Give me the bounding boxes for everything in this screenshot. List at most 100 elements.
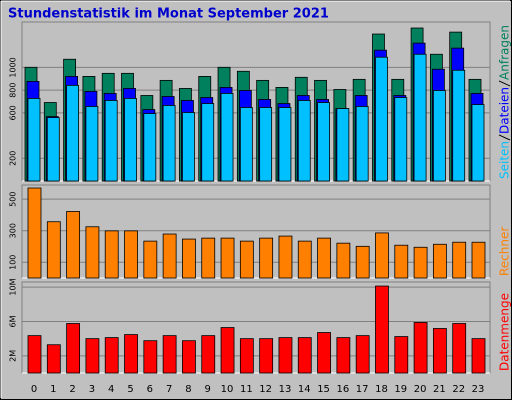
bar [46, 344, 61, 374]
bar [143, 340, 158, 374]
x-tick-label: 11 [240, 384, 253, 395]
legend-label: Rechner [498, 227, 512, 276]
y-tick-label: 500 [9, 192, 18, 207]
x-tick-label: 6 [147, 384, 153, 395]
chart-title: Stundenstatistik im Monat September 2021 [8, 7, 329, 22]
legend-label: Seiten [498, 141, 512, 179]
x-tick-label: 13 [279, 384, 292, 395]
bar [66, 84, 80, 182]
bar [46, 221, 61, 279]
legend: Rechner [498, 227, 512, 276]
legend: Datenmenge [498, 293, 512, 371]
bar [394, 97, 408, 182]
bar [355, 335, 370, 374]
legend-label: Anfragen [498, 25, 512, 80]
x-tick-label: 19 [394, 384, 407, 395]
bar [162, 335, 177, 374]
bar [471, 338, 486, 374]
x-tick-label: 22 [452, 384, 465, 395]
bar [336, 242, 351, 279]
bar [452, 323, 467, 374]
bar [278, 337, 293, 374]
bar [297, 337, 312, 374]
bar [375, 232, 389, 279]
bar [432, 90, 446, 182]
y-tick-label: 1000 [9, 57, 18, 77]
bar [27, 335, 42, 374]
y-tick-label: 2M [9, 350, 18, 362]
x-tick-label: 0 [31, 384, 37, 395]
bar [27, 98, 41, 182]
bar [317, 102, 330, 182]
y-tick-label: 100 [9, 255, 18, 270]
x-tick-label: 16 [337, 384, 350, 395]
x-tick-label: 15 [317, 384, 330, 395]
bar [162, 233, 177, 279]
bar [124, 230, 138, 279]
bar [259, 107, 273, 182]
bar [182, 112, 195, 182]
bar [85, 106, 99, 182]
bar [471, 104, 485, 182]
bar [471, 241, 486, 279]
bar [66, 323, 81, 374]
bar [355, 245, 370, 279]
y-tick-label: 200 [9, 151, 18, 166]
x-tick-label: 9 [205, 384, 211, 395]
bar [201, 103, 215, 182]
x-tick-label: 1 [50, 384, 56, 395]
bar [375, 56, 388, 182]
bar [104, 100, 118, 182]
y-tick-label: 600 [9, 105, 18, 120]
bar [259, 338, 274, 374]
bar [432, 243, 447, 279]
bar [143, 113, 157, 182]
bar [432, 328, 447, 374]
x-tick-label: 12 [259, 384, 272, 395]
x-tick-label: 4 [108, 384, 114, 395]
bar [46, 117, 60, 182]
bar [220, 237, 235, 279]
bar [317, 237, 331, 279]
x-tick-label: 5 [127, 384, 133, 395]
bar [162, 105, 176, 182]
x-tick-label: 3 [89, 384, 95, 395]
x-tick-label: 10 [221, 384, 234, 395]
x-tick-label: 8 [185, 384, 191, 395]
bar [124, 334, 138, 374]
bar [66, 211, 81, 279]
legend-label: Datenmenge [498, 293, 512, 371]
bar [452, 69, 466, 182]
bar [375, 285, 389, 374]
y-tick-label: 800 [9, 83, 18, 98]
bar [201, 335, 216, 374]
bar [355, 106, 369, 182]
bar [278, 107, 292, 182]
bar [452, 241, 467, 279]
bar [85, 338, 100, 374]
bar [124, 98, 137, 182]
panel [21, 281, 491, 374]
y-tick-label: 6M [9, 315, 18, 327]
x-tick-label: 2 [69, 384, 75, 395]
bar [259, 237, 274, 279]
x-tick-label: 21 [433, 384, 446, 395]
legend-separator [498, 134, 511, 141]
bar [278, 235, 293, 279]
bar [182, 340, 196, 374]
bar [239, 240, 254, 279]
bar [104, 230, 119, 279]
bar [336, 337, 351, 374]
bar [239, 107, 253, 182]
x-tick-label: 14 [298, 384, 311, 395]
legend-separator [498, 80, 511, 87]
bar [394, 244, 409, 279]
bar [239, 338, 254, 374]
legend-label: Dateien [498, 87, 512, 134]
bar [317, 332, 331, 374]
x-tick-label: 7 [166, 384, 172, 395]
x-tick-label: 17 [356, 384, 369, 395]
bar [297, 240, 312, 279]
bar [413, 322, 428, 374]
